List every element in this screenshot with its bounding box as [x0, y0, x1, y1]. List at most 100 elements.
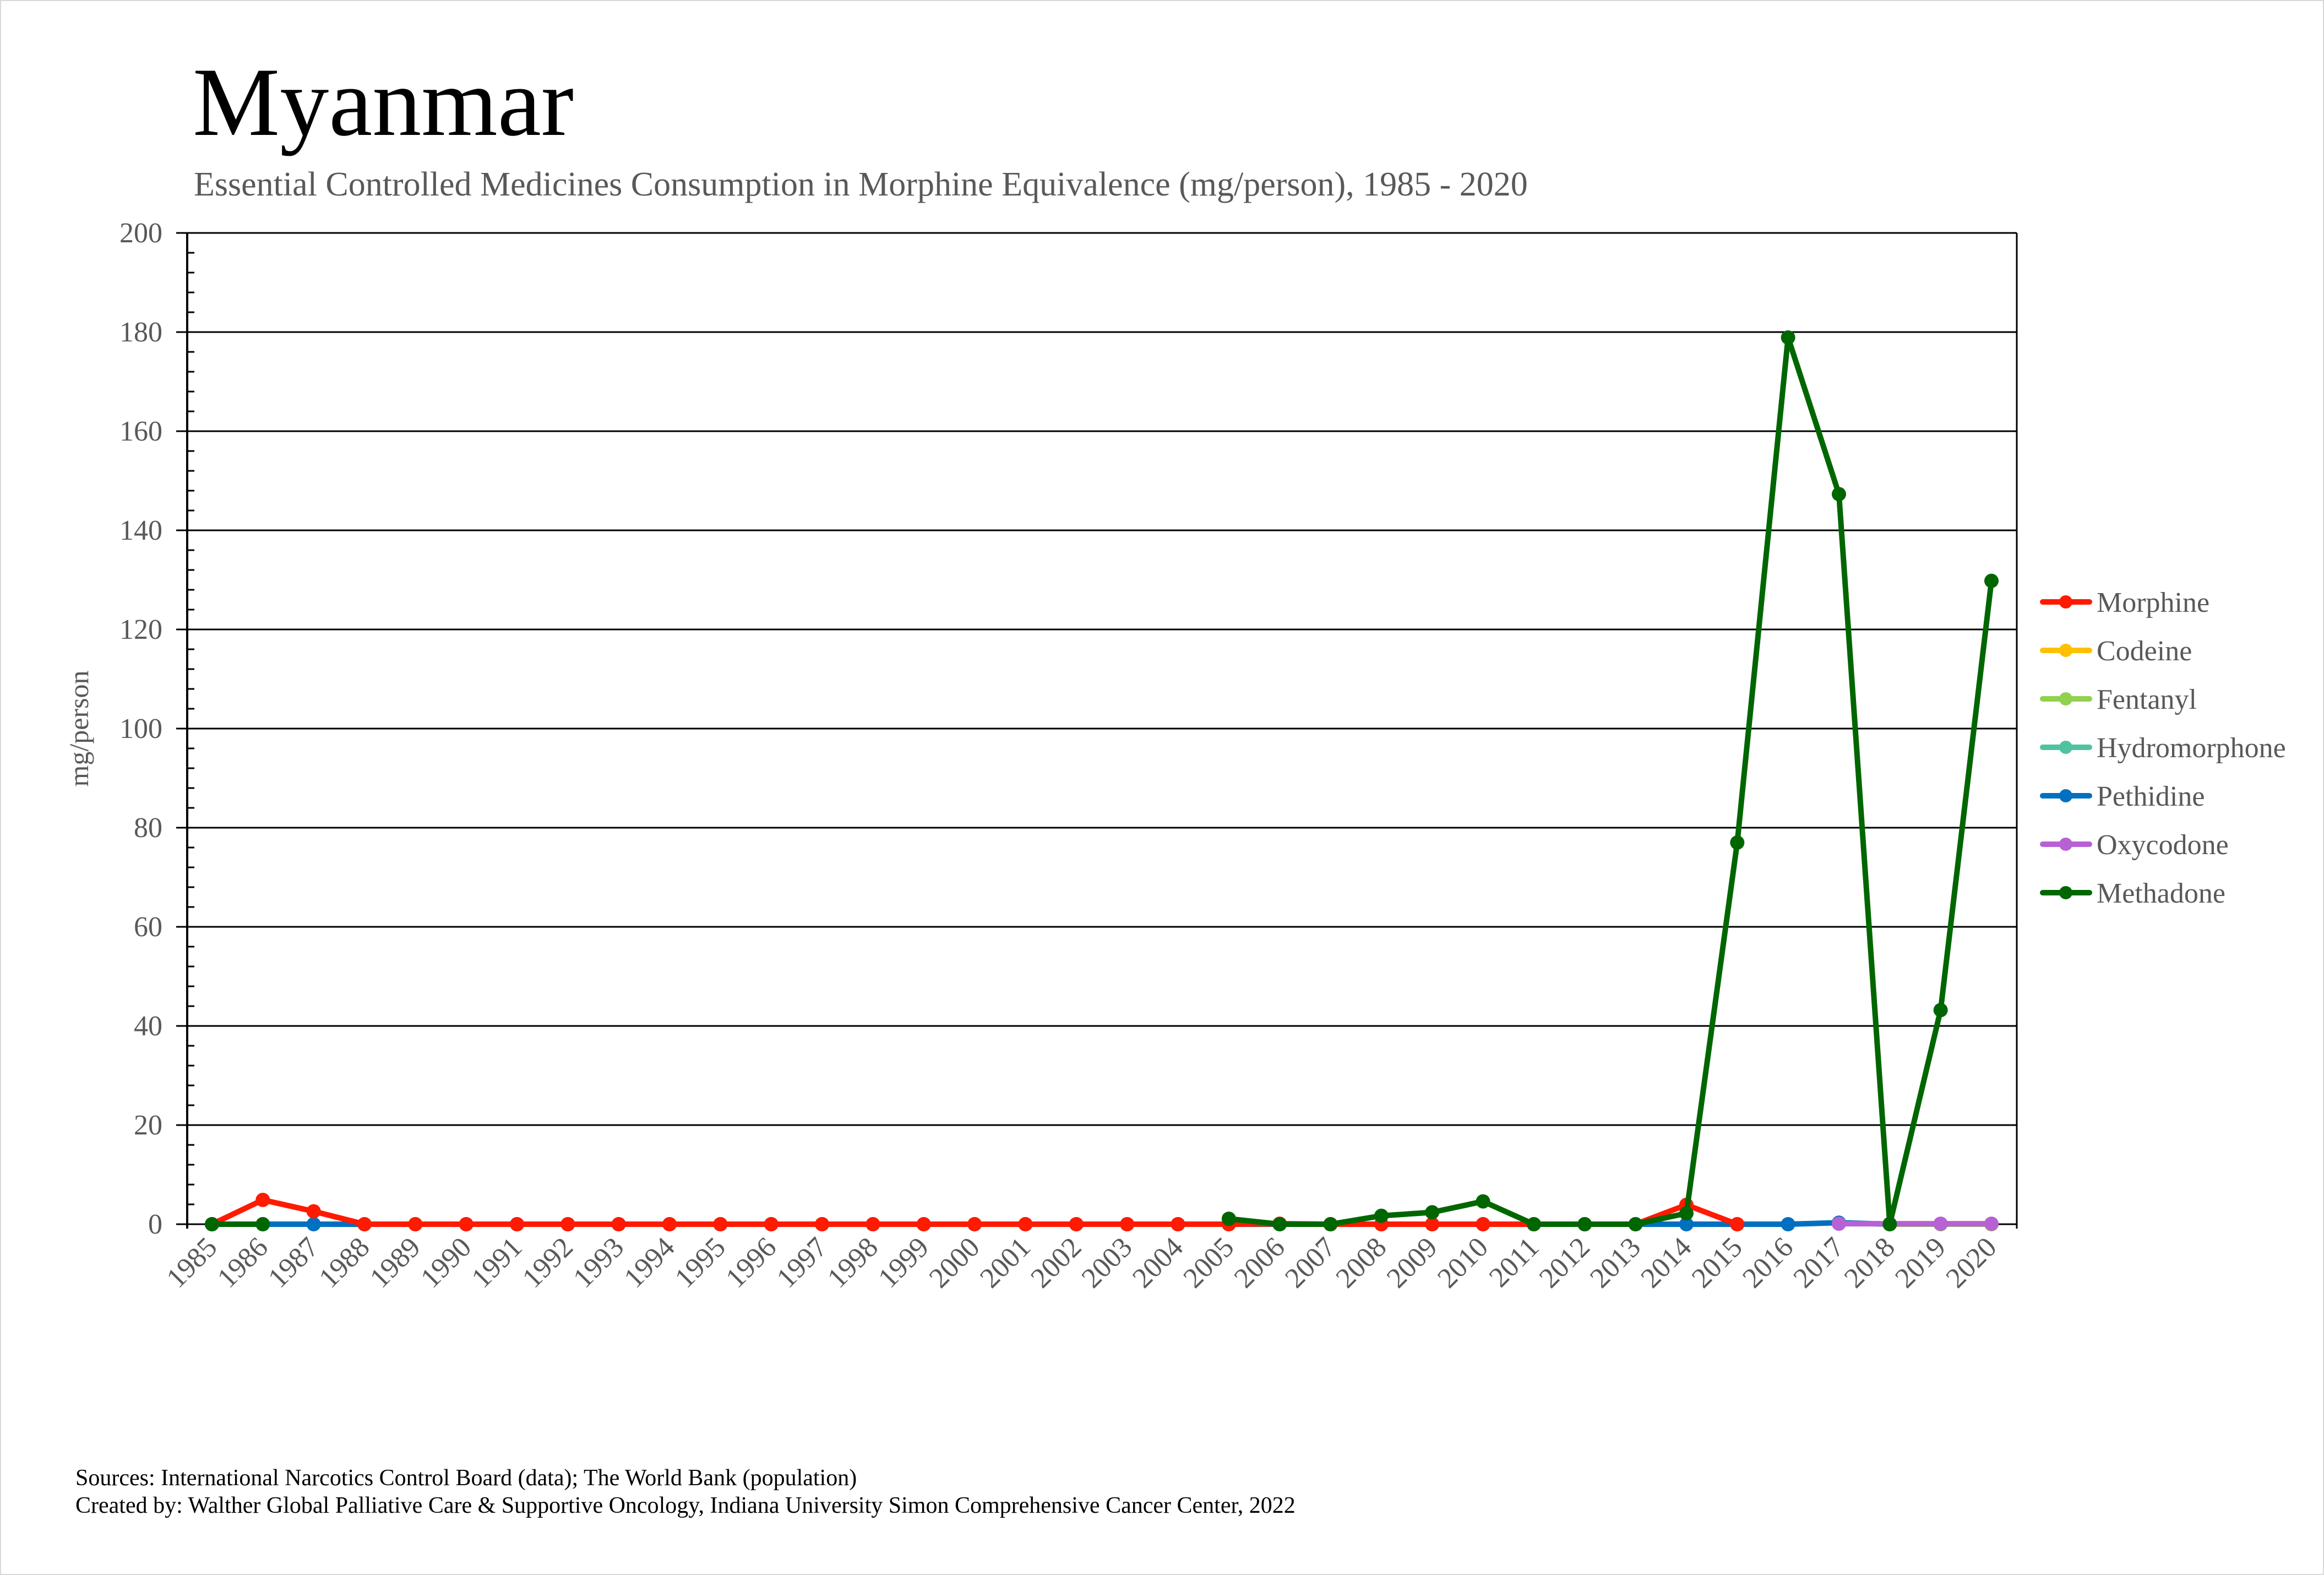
data-point [1730, 835, 1745, 850]
data-point [662, 1217, 677, 1231]
data-point [1628, 1217, 1643, 1231]
y-tick-label: 120 [119, 614, 162, 645]
x-tick-label: 1985 [161, 1231, 224, 1294]
legend-label: Oxycodone [2097, 829, 2229, 861]
x-tick-label: 1992 [516, 1231, 579, 1294]
data-point [255, 1192, 270, 1207]
data-point [1933, 1003, 1948, 1018]
series-group [205, 330, 1999, 1231]
x-tick-label: 2000 [923, 1231, 986, 1294]
legend-item-fentanyl: Fentanyl [2040, 684, 2197, 715]
x-tick-label: 1988 [313, 1231, 376, 1294]
data-point [357, 1217, 372, 1231]
legend-marker-icon [2059, 595, 2072, 609]
data-point [764, 1217, 779, 1231]
data-point [1476, 1194, 1490, 1209]
data-point [306, 1217, 321, 1231]
x-tick-label: 2005 [1177, 1231, 1240, 1294]
legend: Morphine Codeine Fentanyl Hydromorphone Peth… [2040, 587, 2286, 909]
x-tick-label: 1999 [872, 1231, 935, 1294]
x-tick-label: 2002 [1025, 1231, 1087, 1294]
x-tick-label: 2012 [1533, 1231, 1596, 1294]
data-point [205, 1217, 219, 1231]
x-tick-label: 1997 [771, 1231, 834, 1294]
x-tick-label: 1989 [364, 1231, 427, 1294]
data-point [1069, 1217, 1084, 1231]
data-point [1781, 1217, 1795, 1231]
data-point [611, 1217, 626, 1231]
x-tick-labels: 1985198619871988198919901991199219931994… [161, 1231, 2003, 1294]
data-point [1882, 1217, 1897, 1231]
x-tick-label: 1998 [821, 1231, 884, 1294]
y-tick-label: 200 [119, 218, 162, 249]
x-tick-label: 2013 [1584, 1231, 1647, 1294]
x-tick-label: 1987 [262, 1231, 325, 1294]
x-tick-label: 2020 [1940, 1231, 2003, 1294]
data-point [1831, 487, 1846, 502]
x-tick-label: 2019 [1889, 1231, 1952, 1294]
data-point [510, 1217, 525, 1231]
axes [186, 233, 2018, 1229]
y-tick-label: 40 [134, 1011, 162, 1042]
footer-created-by: Created by: Walther Global Palliative Ca… [75, 1493, 1296, 1518]
x-tick-label: 1994 [618, 1231, 681, 1294]
data-point [815, 1217, 830, 1231]
y-tick-label: 140 [119, 515, 162, 546]
data-point [1018, 1217, 1033, 1231]
series-methadone [205, 330, 1999, 1231]
x-tick-label: 2001 [974, 1231, 1037, 1294]
data-point [1526, 1217, 1541, 1231]
y-tick-label: 60 [134, 911, 162, 943]
y-tick-label: 80 [134, 812, 162, 844]
x-tick-label: 2016 [1737, 1231, 1799, 1294]
legend-item-oxycodone: Oxycodone [2040, 829, 2229, 861]
legend-item-methadone: Methadone [2040, 878, 2225, 909]
x-tick-label: 2008 [1330, 1231, 1393, 1294]
data-point [1425, 1217, 1440, 1231]
legend-label: Methadone [2097, 878, 2225, 909]
data-point [967, 1217, 982, 1231]
legend-marker-icon [2059, 789, 2072, 802]
legend-marker-icon [2059, 644, 2072, 657]
data-point [1984, 573, 1999, 588]
x-tick-label: 2011 [1483, 1231, 1545, 1293]
legend-label: Hydromorphone [2097, 732, 2286, 764]
y-tick-label: 180 [119, 317, 162, 348]
data-point [560, 1217, 575, 1231]
data-point [1323, 1217, 1338, 1231]
x-tick-label: 1993 [567, 1231, 630, 1294]
legend-item-pethidine: Pethidine [2040, 781, 2205, 812]
x-tick-label: 2003 [1076, 1231, 1139, 1294]
data-point [1933, 1216, 1948, 1231]
data-point [459, 1217, 473, 1231]
data-point [1679, 1206, 1694, 1221]
y-tick-labels: 0 20 40 60 80 100 120 140 160 180 200 [119, 218, 162, 1240]
x-tick-label: 1986 [211, 1231, 274, 1294]
x-tick-label: 2007 [1279, 1231, 1342, 1294]
y-tick-label: 0 [148, 1209, 162, 1240]
x-tick-label: 2010 [1432, 1231, 1494, 1294]
series-line [1228, 334, 1994, 1227]
x-tick-label: 1996 [720, 1231, 782, 1294]
data-point [306, 1204, 321, 1219]
data-point [1831, 1216, 1846, 1231]
legend-label: Codeine [2097, 636, 2192, 667]
footer-sources: Sources: International Narcotics Control… [75, 1465, 857, 1491]
x-tick-label: 2017 [1788, 1231, 1851, 1294]
data-point [1171, 1217, 1185, 1231]
data-point [713, 1217, 728, 1231]
y-tick-label: 20 [134, 1110, 162, 1141]
data-point [1679, 1217, 1694, 1231]
data-point [1781, 330, 1795, 345]
x-tick-label: 2015 [1686, 1231, 1749, 1294]
legend-label: Pethidine [2097, 781, 2205, 812]
chart-subtitle: Essential Controlled Medicines Consumpti… [194, 166, 1528, 203]
gridlines [176, 232, 2017, 1225]
x-tick-label: 2014 [1635, 1231, 1698, 1294]
y-tick-label: 160 [119, 416, 162, 447]
x-tick-label: 2004 [1126, 1231, 1189, 1294]
chart-title: Myanmar [193, 47, 574, 156]
x-tick-label: 2006 [1228, 1231, 1291, 1294]
